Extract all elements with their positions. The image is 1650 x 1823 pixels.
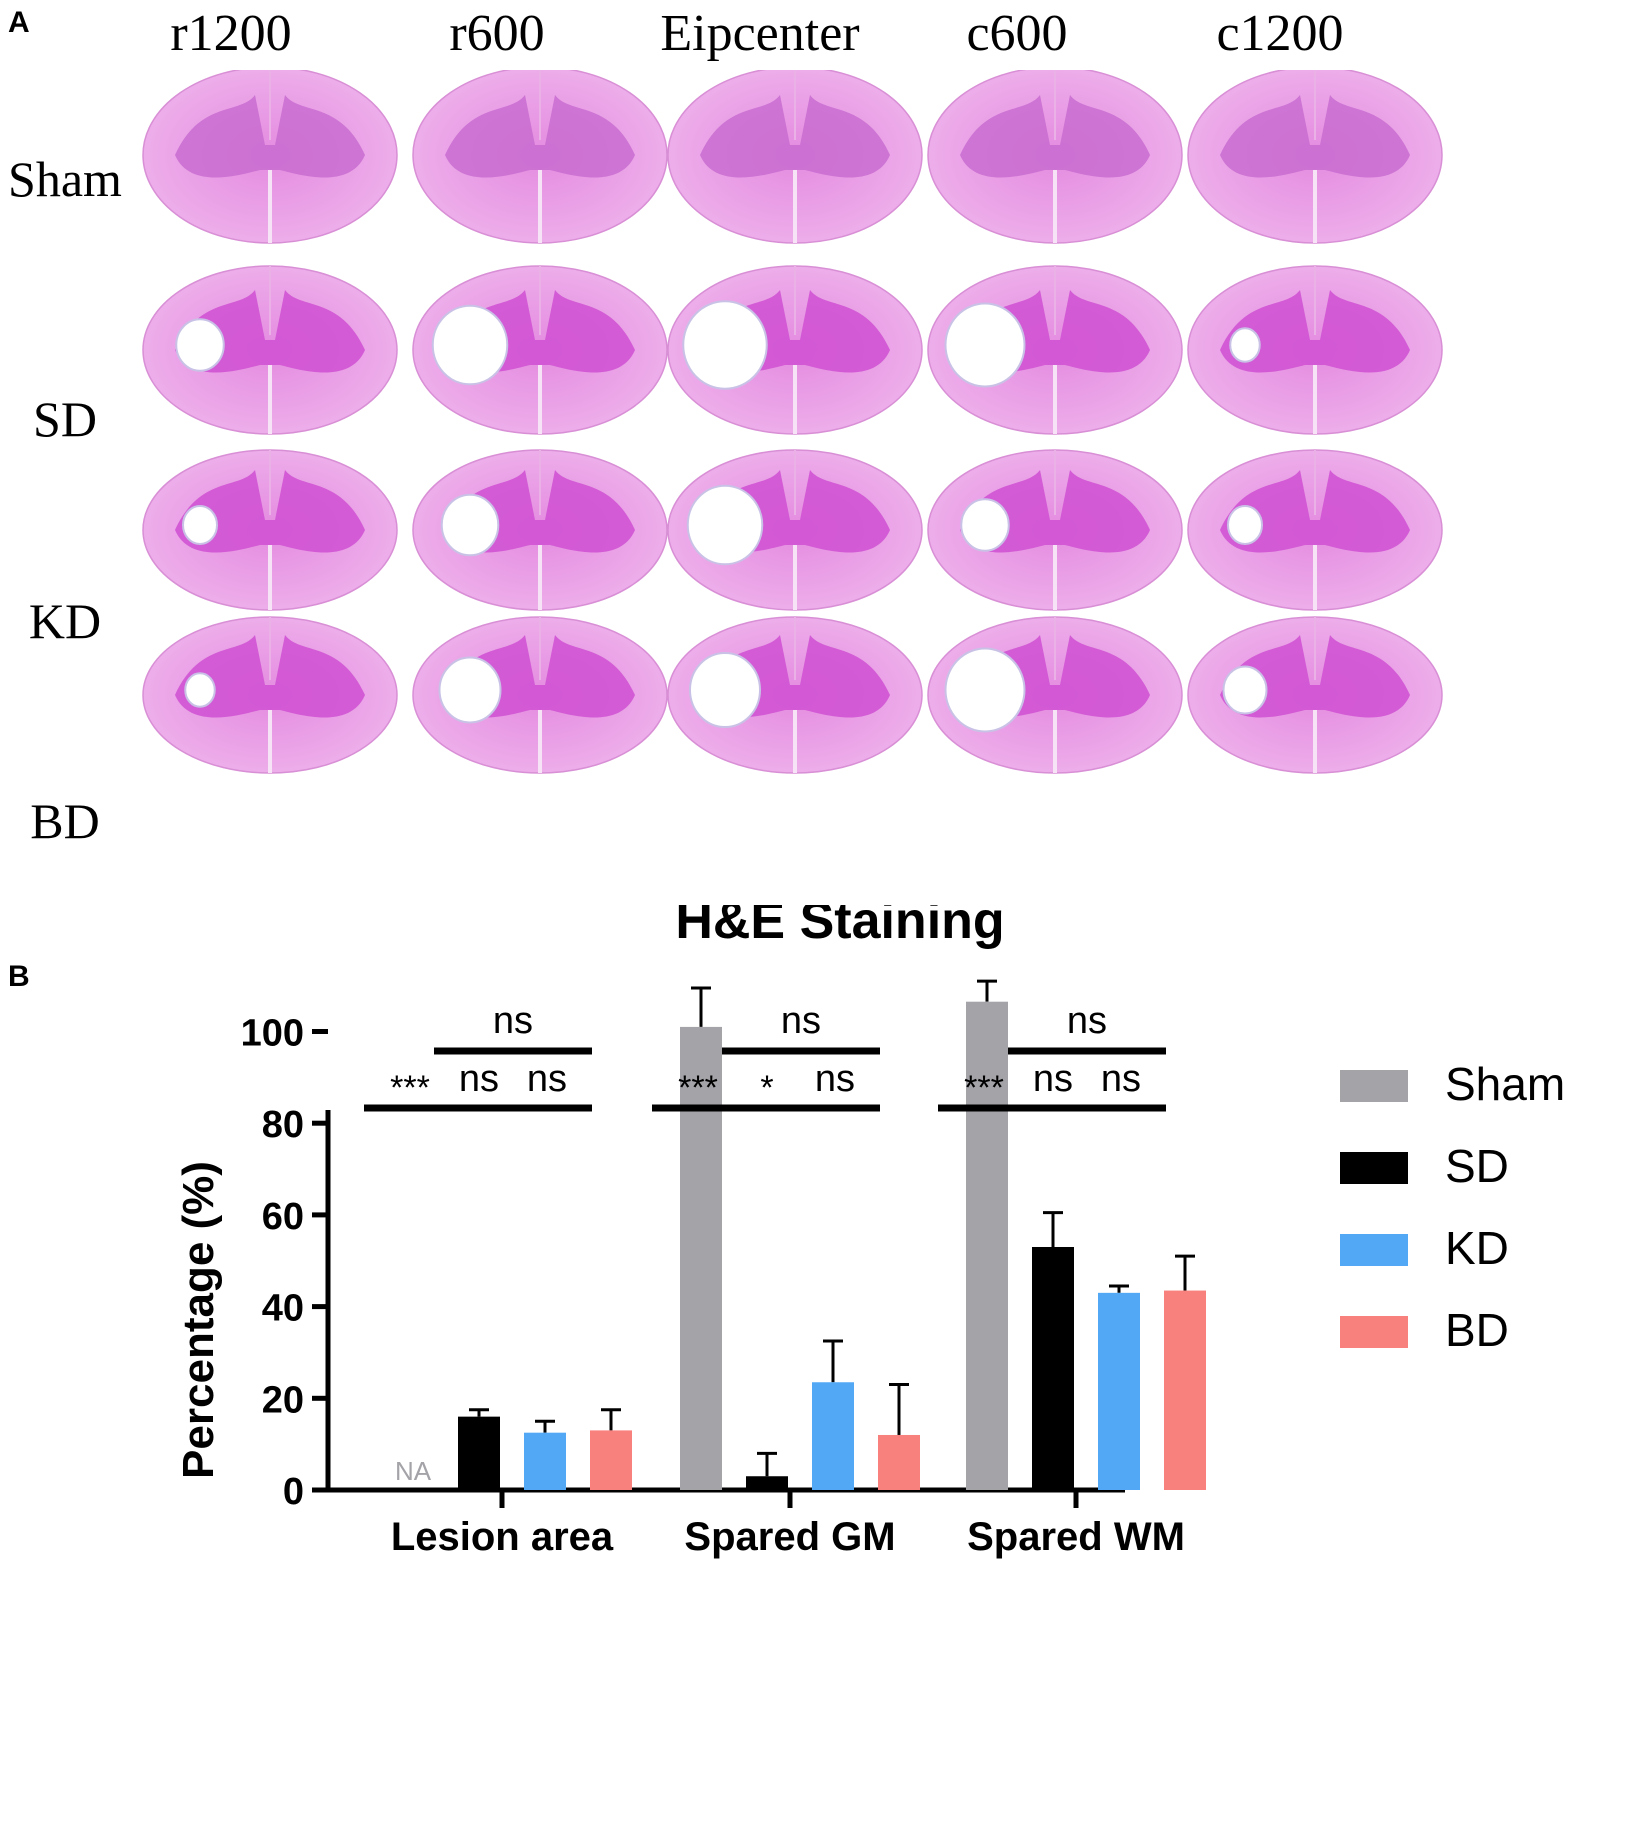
sig-label-2-1: ns xyxy=(1033,1058,1073,1100)
row-label-bd: BD xyxy=(30,793,100,849)
sig-label-1-0: *** xyxy=(678,1069,718,1107)
panel-a-label: A xyxy=(8,6,30,39)
section-sham-c600 xyxy=(927,70,1183,244)
x-tick-label-spared-wm: Spared WM xyxy=(967,1515,1185,1559)
sig-label-1-2: ns xyxy=(815,1058,855,1100)
sig-label-0-0: *** xyxy=(390,1069,430,1107)
y-tick-label-80: 80 xyxy=(262,1104,304,1146)
section-sd-r600 xyxy=(412,265,668,435)
bar-kd-spared-gm xyxy=(812,1382,854,1490)
section-bd-c600 xyxy=(927,616,1183,774)
histology-section-grid xyxy=(142,70,1443,774)
bar-bd-lesion-area xyxy=(590,1430,632,1490)
chart-title: H&E Staining xyxy=(675,905,1004,950)
section-bd-eipcenter xyxy=(667,616,923,774)
y-tick-label-0: 0 xyxy=(283,1471,304,1513)
y-tick-label-60: 60 xyxy=(262,1196,304,1238)
bar-kd-spared-wm xyxy=(1098,1292,1140,1490)
column-label-r600: r600 xyxy=(449,5,545,62)
section-sd-eipcenter xyxy=(667,265,923,435)
bar-bd-spared-gm xyxy=(878,1434,920,1490)
sig-top-label-0: ns xyxy=(493,1000,533,1042)
row-label-sd: SD xyxy=(33,391,97,447)
legend-swatch-sd xyxy=(1340,1152,1408,1184)
section-kd-eipcenter xyxy=(667,449,923,611)
y-tick-label-20: 20 xyxy=(262,1379,304,1421)
legend-label-sd: SD xyxy=(1445,1140,1509,1192)
bar-sham-spared-gm xyxy=(680,1026,722,1490)
legend-swatch-kd xyxy=(1340,1234,1408,1266)
section-sham-eipcenter xyxy=(667,70,923,244)
legend-label-kd: KD xyxy=(1445,1222,1509,1274)
sig-label-2-2: ns xyxy=(1101,1058,1141,1100)
y-tick-label-40: 40 xyxy=(262,1288,304,1330)
bar-sham-spared-wm xyxy=(966,1001,1008,1490)
column-label-c1200: c1200 xyxy=(1216,5,1344,62)
sig-top-label-1: ns xyxy=(781,1000,821,1042)
section-bd-c1200 xyxy=(1187,616,1443,774)
bar-sd-spared-wm xyxy=(1032,1246,1074,1490)
legend-label-bd: BD xyxy=(1445,1304,1509,1356)
sig-label-0-1: ns xyxy=(459,1058,499,1100)
legend-swatch-sham xyxy=(1340,1070,1408,1102)
y-tick-label-100: 100 xyxy=(241,1013,304,1055)
section-kd-r1200 xyxy=(142,449,398,611)
section-kd-c1200 xyxy=(1187,449,1443,611)
na-label: NA xyxy=(395,1456,432,1486)
legend-label-sham: Sham xyxy=(1445,1058,1565,1110)
sig-label-1-1: * xyxy=(760,1069,773,1107)
section-sham-r1200 xyxy=(142,70,398,244)
bar-sd-lesion-area xyxy=(458,1416,500,1490)
x-tick-label-spared-gm: Spared GM xyxy=(684,1515,895,1559)
sig-label-0-2: ns xyxy=(527,1058,567,1100)
section-kd-r600 xyxy=(412,449,668,611)
row-label-kd: KD xyxy=(28,593,102,649)
section-bd-r1200 xyxy=(142,616,398,774)
bar-sd-spared-gm xyxy=(746,1476,788,1490)
y-axis-label: Percentage (%) xyxy=(174,1161,223,1479)
section-sd-c600 xyxy=(927,265,1183,435)
bar-bd-spared-wm xyxy=(1164,1290,1206,1490)
panel-b-label: B xyxy=(8,960,30,993)
row-label-sham: Sham xyxy=(8,151,122,207)
x-tick-label-lesion-area: Lesion area xyxy=(391,1515,614,1559)
column-label-c600: c600 xyxy=(966,5,1068,62)
bar-kd-lesion-area xyxy=(524,1432,566,1490)
section-bd-r600 xyxy=(412,616,668,774)
column-label-epicenter: Eipcenter xyxy=(660,5,860,62)
section-sd-r1200 xyxy=(142,265,398,435)
legend-swatch-bd xyxy=(1340,1316,1408,1348)
column-label-r1200: r1200 xyxy=(170,5,292,62)
sig-top-label-2: ns xyxy=(1067,1000,1107,1042)
section-sd-c1200 xyxy=(1187,265,1443,435)
sig-label-2-0: *** xyxy=(964,1069,1004,1107)
section-sham-c1200 xyxy=(1187,70,1443,244)
section-sham-r600 xyxy=(412,70,668,244)
bar-chart: H&E Staining 0 20 40 60 80 100 Percentage (%) NA… xyxy=(174,905,1565,1559)
section-kd-c600 xyxy=(927,449,1183,611)
